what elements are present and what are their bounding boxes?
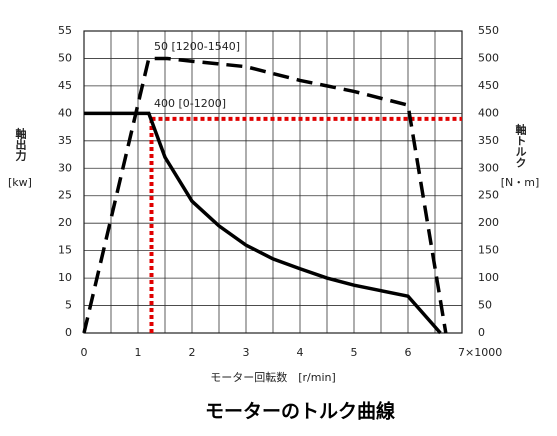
y-tick-label: 15 bbox=[58, 244, 72, 257]
x-tick-label: 4 bbox=[297, 346, 304, 359]
x-tick-label: 1 bbox=[135, 346, 142, 359]
y2-tick-label: 100 bbox=[478, 271, 499, 284]
y2-tick-label: 450 bbox=[478, 79, 499, 92]
y-tick-label: 25 bbox=[58, 189, 72, 202]
line bbox=[82, 56, 448, 334]
y-axis-label: 軸出力 bbox=[14, 127, 27, 162]
x-axis-label: モーター回転数 [r/min] bbox=[210, 371, 336, 384]
line bbox=[84, 111, 442, 335]
y-tick-label: 35 bbox=[58, 134, 72, 147]
y2-tick-label: 500 bbox=[478, 51, 499, 64]
y2-tick-label: 50 bbox=[478, 299, 492, 312]
x-tick-label: 2 bbox=[189, 346, 196, 359]
x-tick-label: 3 bbox=[243, 346, 250, 359]
plot-frame bbox=[83, 30, 463, 334]
y-tick-label: 40 bbox=[58, 106, 72, 119]
y2-tick-label: 0 bbox=[478, 326, 485, 339]
x-tick-label: 6 bbox=[405, 346, 412, 359]
y-axis-unit: [kw] bbox=[8, 176, 32, 189]
x-tick-label: 7×1000 bbox=[458, 346, 502, 359]
y2-axis-unit: [N・m] bbox=[501, 176, 540, 189]
y2-tick-label: 150 bbox=[478, 244, 499, 257]
y2-tick-label: 300 bbox=[478, 161, 499, 174]
x-tick-label: 0 bbox=[81, 346, 88, 359]
y-tick-label: 5 bbox=[65, 299, 72, 312]
y-tick-label: 50 bbox=[58, 51, 72, 64]
y2-axis-label: 軸トルク bbox=[514, 123, 527, 168]
chart-title: モーターのトルク曲線 bbox=[205, 400, 395, 423]
y-tick-label: 0 bbox=[65, 326, 72, 339]
y2-tick-label: 550 bbox=[478, 24, 499, 37]
annotation: 50 [1200-1540] bbox=[154, 40, 240, 53]
y-tick-label: 10 bbox=[58, 271, 72, 284]
annotation: 400 [0-1200] bbox=[154, 97, 226, 110]
y-tick-label: 20 bbox=[58, 216, 72, 229]
y-tick-label: 30 bbox=[58, 161, 72, 174]
y2-tick-label: 250 bbox=[478, 189, 499, 202]
y-tick-label: 55 bbox=[58, 24, 72, 37]
x-tick-label: 5 bbox=[351, 346, 358, 359]
y2-tick-label: 350 bbox=[478, 134, 499, 147]
y2-tick-label: 200 bbox=[478, 216, 499, 229]
y-tick-label: 45 bbox=[58, 79, 72, 92]
y2-tick-label: 400 bbox=[478, 106, 499, 119]
